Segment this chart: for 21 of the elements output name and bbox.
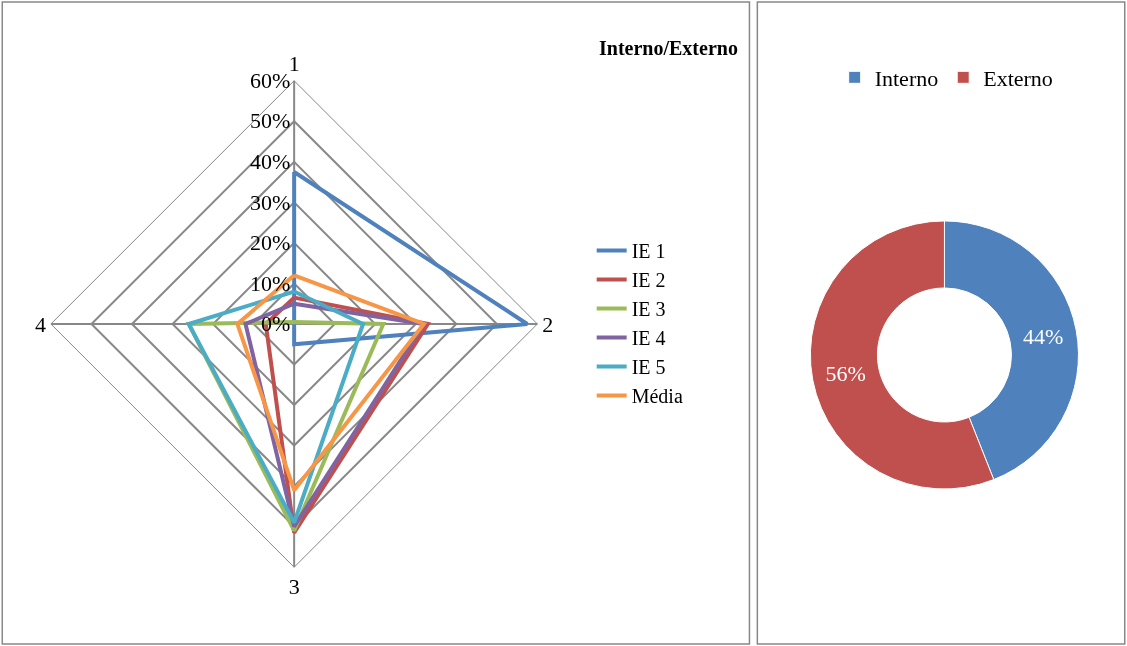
spoke-label: 4 <box>35 311 47 337</box>
legend-label: IE 4 <box>631 327 666 350</box>
data-label: 44% <box>1023 323 1064 349</box>
y-tick-label: 0% <box>261 311 291 337</box>
y-tick-label: 40% <box>250 148 291 174</box>
legend-label: IE 5 <box>631 356 666 379</box>
legend-label: Interno <box>874 65 939 91</box>
y-tick-label: 20% <box>250 230 291 256</box>
legend-label: IE 3 <box>631 298 666 321</box>
spoke-label: 2 <box>542 311 554 337</box>
y-tick-label: 50% <box>250 108 291 134</box>
legend-label: Média <box>631 385 683 408</box>
spoke-label: 1 <box>288 51 300 77</box>
y-tick-label: 30% <box>250 189 291 215</box>
y-tick-label: 60% <box>250 67 291 93</box>
spoke-label: 3 <box>288 574 300 600</box>
legend-label: IE 2 <box>631 269 666 292</box>
data-label: 56% <box>825 361 866 387</box>
legend-label: IE 1 <box>631 240 666 263</box>
chart-title: Interno/Externo <box>599 37 738 59</box>
legend-label: Externo <box>983 65 1053 91</box>
